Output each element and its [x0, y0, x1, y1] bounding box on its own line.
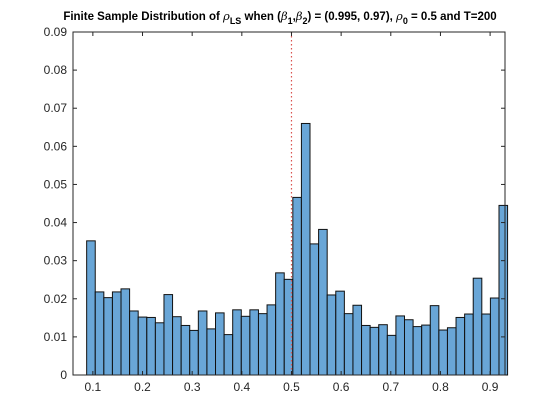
histogram-bar — [206, 328, 217, 376]
axes: 0.1 0.2 0.3 0.4 0.5 0.6 0.7 0.8 0.9 0 0.01 0.02 0.03… — [44, 25, 506, 394]
histogram-bar — [129, 310, 139, 376]
histogram-bar — [446, 327, 457, 376]
axes-box — [72, 31, 506, 376]
histogram-bar — [94, 291, 105, 376]
x-tick-label: 0.9 — [482, 380, 499, 394]
title-comma: , — [293, 11, 296, 23]
y-tick-label: 0.07 — [44, 101, 68, 115]
histogram-bar — [249, 309, 259, 376]
x-tick-label: 0.4 — [233, 380, 250, 394]
title-rho0-symbol: ρ — [395, 9, 403, 23]
x-tick-label: 0.7 — [382, 380, 399, 394]
title-text-3: ) = (0.995, 0.97), — [308, 11, 397, 23]
histogram-bar — [498, 204, 509, 376]
title-beta2-subscript: 2 — [302, 16, 307, 26]
y-tick-label: 0.05 — [44, 177, 68, 191]
histogram-bar — [326, 294, 337, 376]
histogram-bar — [481, 313, 491, 376]
histogram-bar — [300, 122, 311, 376]
histogram-bar — [163, 294, 174, 376]
histogram-bar — [189, 329, 199, 376]
histogram-bar — [154, 322, 165, 376]
histogram-bar — [180, 324, 191, 376]
x-tick-label: 0.6 — [333, 380, 350, 394]
histogram-bar — [111, 291, 122, 376]
title-beta1-symbol: β — [280, 9, 288, 23]
histogram-bar — [223, 334, 234, 376]
histogram-bar — [318, 228, 328, 376]
histogram-bar — [386, 334, 397, 376]
title-text-2: when ( — [241, 11, 281, 23]
histogram-bar — [86, 240, 96, 376]
x-tick-label: 0.8 — [432, 380, 449, 394]
y-tick-label: 0 — [60, 368, 67, 382]
y-tick-label: 0.03 — [44, 254, 68, 268]
chart-title: Finite Sample Distribution of ρLS when (… — [63, 9, 496, 26]
histogram-bar — [378, 324, 388, 376]
x-tick-label: 0.1 — [85, 380, 102, 394]
histogram-bar — [464, 313, 474, 376]
y-tick-label: 0.08 — [44, 63, 68, 77]
histogram-bar — [369, 326, 380, 376]
y-tick-label: 0.01 — [44, 330, 68, 344]
title-beta1-subscript: 1 — [288, 16, 293, 26]
histogram-bar — [257, 313, 268, 376]
histogram-bar — [137, 316, 148, 376]
histogram-bar — [172, 316, 182, 376]
histogram-bar — [343, 313, 354, 376]
histogram-bar — [455, 316, 466, 376]
title-rho0-subscript: 0 — [403, 16, 408, 26]
histogram-bar — [232, 309, 242, 376]
histogram-bar — [292, 196, 302, 376]
histogram-bar — [395, 315, 405, 376]
x-tick-label: 0.2 — [134, 380, 151, 394]
title-text-4: = 0.5 and T=200 — [408, 11, 497, 23]
histogram-bar — [361, 324, 371, 376]
histogram-bar — [352, 304, 363, 376]
y-tick-label: 0.09 — [44, 25, 68, 39]
histogram-bar — [197, 310, 208, 376]
histogram-bar — [438, 329, 448, 376]
histogram-bar — [421, 324, 431, 376]
x-tick-label: 0.3 — [184, 380, 201, 394]
x-tick-label: 0.5 — [283, 380, 300, 394]
histogram-bar — [146, 316, 156, 376]
histogram-bar — [266, 304, 277, 376]
histogram-bar — [103, 297, 113, 376]
histogram-bar — [335, 290, 345, 376]
title-ls-subscript: LS — [230, 16, 242, 26]
histogram-bar — [120, 288, 131, 376]
histogram-bars — [86, 122, 509, 376]
histogram-bar — [240, 315, 251, 376]
histogram-bar — [412, 326, 423, 376]
title-rho-symbol: ρ — [222, 9, 230, 23]
histogram-bar — [215, 312, 225, 376]
histogram-bar — [472, 277, 483, 376]
histogram-bar — [429, 305, 440, 376]
y-tick-label: 0.06 — [44, 139, 68, 153]
histogram-bar — [403, 319, 414, 376]
histogram-bar — [309, 243, 320, 376]
histogram-bar — [489, 297, 500, 376]
y-tick-label: 0.04 — [44, 216, 68, 230]
y-tick-label: 0.02 — [44, 292, 68, 306]
histogram-bar — [275, 272, 285, 376]
title-text-1: Finite Sample Distribution of — [63, 11, 223, 23]
title-beta2-symbol: β — [295, 9, 303, 23]
